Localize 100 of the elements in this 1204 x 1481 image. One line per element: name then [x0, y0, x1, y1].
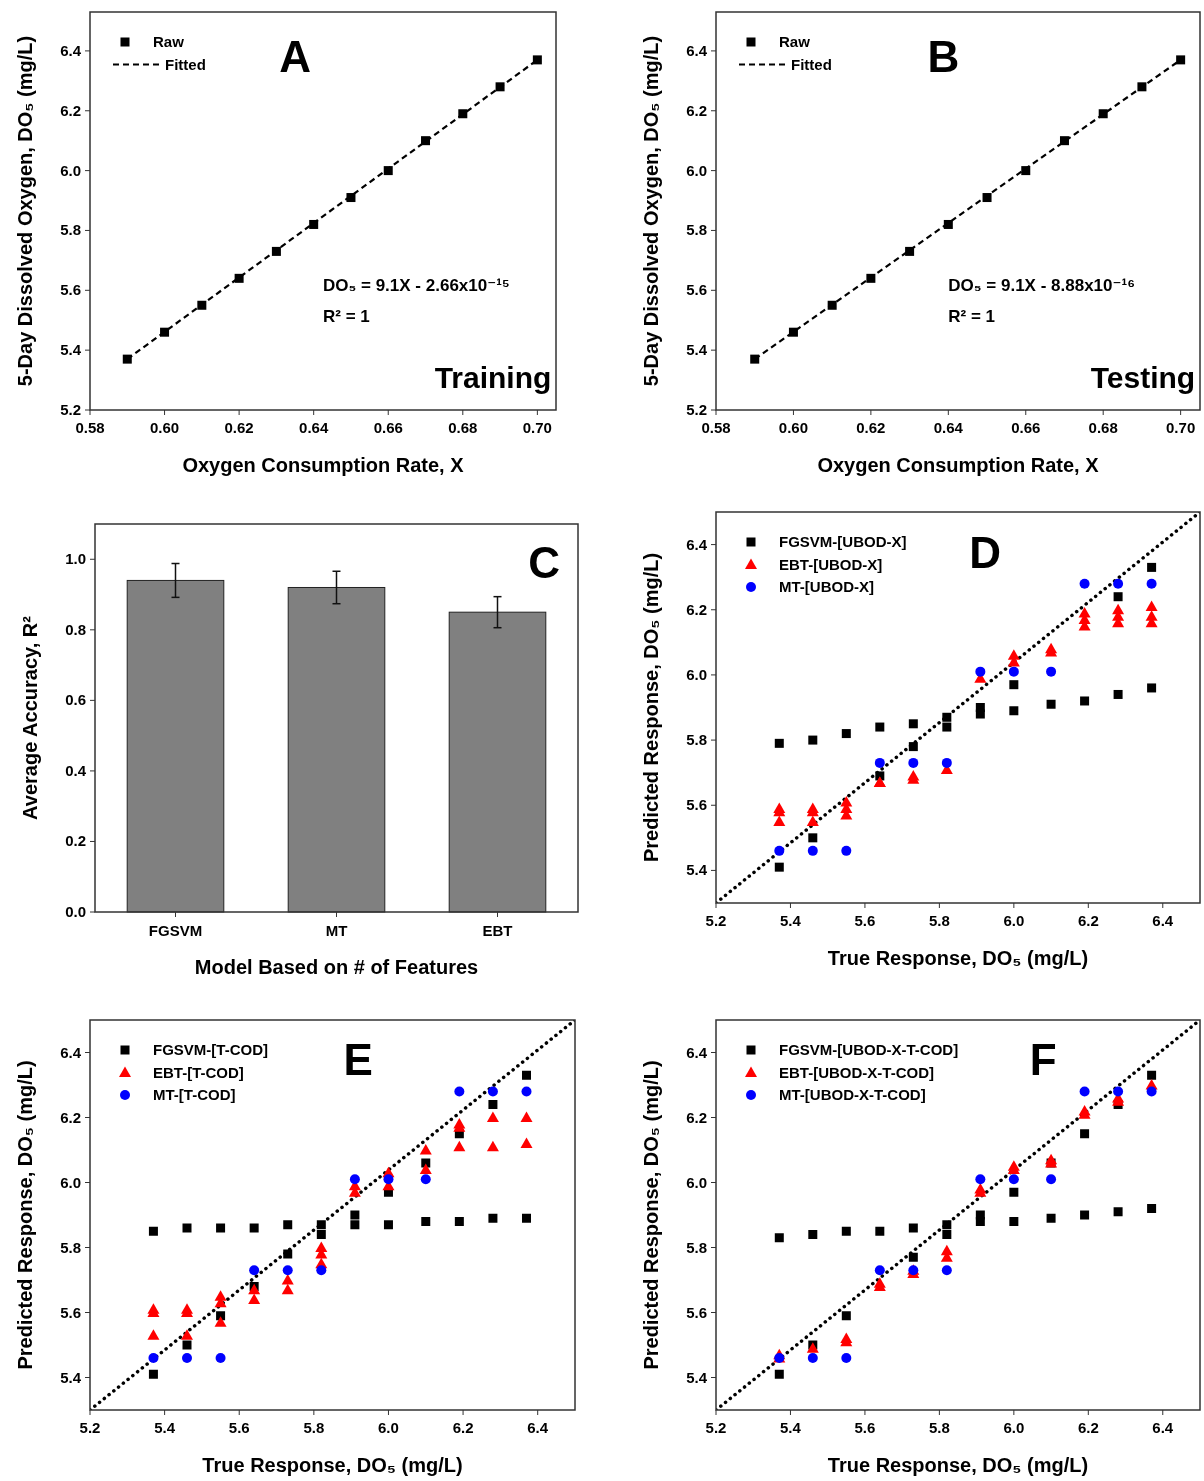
annotation: A [279, 31, 311, 81]
x-tick-label: 0.64 [933, 419, 964, 436]
y-tick-label: 5.4 [686, 861, 708, 879]
annotation: D [969, 527, 1001, 577]
legend-label: MT-[T-COD] [153, 1086, 236, 1103]
y-axis-title: Predicted Response, DO₅ (mg/L) [640, 1060, 662, 1370]
y-tick-label: 6.4 [686, 535, 708, 553]
x-tick-label: 0.60 [778, 419, 809, 436]
x-tick-label: 6.4 [527, 1419, 549, 1436]
x-axis-title: True Response, DO₅ (mg/L) [827, 947, 1089, 969]
y-tick-label: 6.4 [686, 1043, 708, 1061]
x-tick-label: 0.58 [701, 419, 731, 436]
x-tick-label: 0.64 [299, 419, 329, 436]
x-tick-label: 6.2 [1077, 1419, 1099, 1436]
y-tick-label: 5.2 [60, 401, 81, 418]
legend-label: Fitted [791, 55, 832, 73]
x-tick-label: 5.8 [928, 912, 950, 929]
annotation: DO₅ = 9.1X - 8.88x10⁻¹⁶ [948, 275, 1135, 295]
annotation: B [927, 31, 960, 81]
x-tick-label: 6.4 [1152, 1419, 1174, 1436]
annotation: Training [434, 361, 552, 395]
annotation: R² = 1 [323, 307, 370, 327]
y-tick-label: 0.0 [65, 903, 86, 920]
y-axis-title: Average Accuracy, R² [19, 615, 41, 820]
y-tick-label: 5.8 [686, 221, 707, 239]
x-tick-label: 5.6 [854, 912, 876, 929]
x-tick-label: 5.4 [154, 1419, 176, 1436]
legend-label: EBT-[UBOD-X] [779, 555, 883, 573]
y-axis-title: 5-Day Dissolved Oxygen, DO₅ (mg/L) [640, 35, 662, 387]
legend-label: Raw [779, 33, 811, 50]
y-tick-label: 6.2 [60, 101, 81, 119]
y-tick-label: 5.2 [686, 401, 707, 418]
x-tick-label: 0.58 [75, 419, 105, 436]
x-tick-label: 6.4 [1152, 912, 1174, 929]
x-tick-label: 6.2 [1077, 912, 1099, 929]
x-tick-label: 5.6 [854, 1419, 876, 1436]
y-tick-label: 5.4 [686, 341, 708, 359]
x-tick-label: 5.2 [705, 912, 727, 929]
y-tick-label: 6.2 [686, 600, 707, 618]
y-tick-label: 5.4 [686, 1368, 708, 1386]
x-tick-label: 6.0 [1003, 1419, 1025, 1436]
y-tick-label: 5.4 [60, 341, 82, 359]
x-tick-label: 6.2 [452, 1419, 474, 1436]
y-tick-label: 6.0 [686, 665, 707, 683]
annotation: E [343, 1034, 373, 1084]
y-tick-label: 0.6 [65, 691, 86, 709]
x-tick-label: 5.2 [705, 1419, 727, 1436]
y-tick-label: 6.2 [686, 1108, 707, 1126]
y-axis-title: Predicted Response, DO₅ (mg/L) [14, 1060, 36, 1370]
x-axis-title: Oxygen Consumption Rate, X [817, 454, 1100, 476]
x-tick-label: 0.70 [1166, 419, 1196, 436]
x-axis-title: Oxygen Consumption Rate, X [182, 454, 465, 476]
annotation: R² = 1 [948, 307, 996, 327]
annotation: F [1029, 1034, 1057, 1084]
x-tick-label: 0.70 [522, 419, 552, 436]
y-tick-label: 6.0 [60, 1173, 81, 1191]
y-axis-title: Predicted Response, DO₅ (mg/L) [640, 552, 662, 863]
y-tick-label: 6.0 [686, 1173, 707, 1191]
y-tick-label: 6.2 [686, 101, 707, 119]
y-tick-label: 5.6 [686, 1303, 707, 1321]
x-axis-title: Model Based on # of Features [194, 956, 479, 978]
annotation: C [528, 538, 561, 588]
y-tick-label: 6.0 [686, 161, 707, 179]
legend-label: EBT-[UBOD-X-T-COD] [779, 1063, 934, 1081]
annotation: Testing [1090, 361, 1196, 395]
x-tick-label: 0.66 [1011, 419, 1041, 436]
y-tick-label: 1.0 [65, 550, 86, 568]
y-tick-label: 6.0 [60, 161, 81, 179]
x-tick-label: 5.8 [928, 1419, 950, 1436]
y-tick-label: 5.6 [686, 796, 707, 814]
y-tick-label: 5.4 [60, 1368, 82, 1386]
y-tick-label: 6.2 [60, 1108, 81, 1126]
y-tick-label: 0.4 [65, 761, 87, 779]
annotation: DO₅ = 9.1X - 2.66x10⁻¹⁵ [323, 275, 510, 295]
legend-label: MT-[UBOD-X-T-COD] [779, 1086, 926, 1103]
legend-label: EBT-[T-COD] [153, 1063, 244, 1081]
x-tick-label: MT [325, 922, 348, 939]
x-tick-label: 5.6 [228, 1419, 250, 1436]
legend-label: FGSVM-[UBOD-X] [779, 533, 907, 550]
x-tick-label: FGSVM [148, 922, 203, 939]
x-tick-label: 0.68 [1088, 419, 1118, 436]
y-tick-label: 5.8 [60, 1238, 81, 1256]
x-tick-label: 0.62 [856, 419, 886, 436]
x-axis-title: True Response, DO₅ (mg/L) [827, 1454, 1089, 1476]
y-tick-label: 5.8 [686, 731, 707, 749]
legend-label: Raw [153, 33, 185, 50]
y-tick-label: 6.4 [60, 41, 82, 59]
x-tick-label: 0.60 [149, 419, 180, 436]
x-tick-label: 0.62 [224, 419, 254, 436]
x-tick-label: 0.68 [448, 419, 478, 436]
y-tick-label: 5.6 [60, 1303, 81, 1321]
x-axis-title: True Response, DO₅ (mg/L) [202, 1454, 463, 1476]
legend-label: Fitted [165, 55, 206, 73]
x-tick-label: EBT [482, 922, 513, 939]
x-tick-label: 6.0 [378, 1419, 399, 1436]
x-tick-label: 5.8 [303, 1419, 325, 1436]
y-tick-label: 5.6 [60, 281, 81, 299]
x-tick-label: 0.66 [373, 419, 403, 436]
x-tick-label: 5.4 [780, 912, 802, 929]
y-tick-label: 6.4 [686, 41, 708, 59]
